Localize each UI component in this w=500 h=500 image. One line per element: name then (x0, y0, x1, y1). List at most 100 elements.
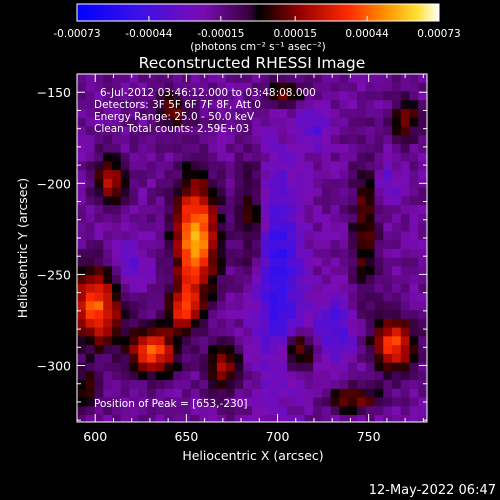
heatmap-cell (339, 231, 349, 241)
heatmap-cell (339, 178, 349, 189)
heatmap-cell (217, 371, 227, 381)
heatmap-cell (234, 275, 244, 285)
heatmap-cell (208, 135, 218, 145)
heatmap-cell (77, 380, 87, 390)
heatmap-cell (217, 345, 227, 355)
heatmap-cell (400, 91, 411, 101)
heatmap-cell (199, 213, 209, 224)
heatmap-cell (129, 240, 139, 250)
heatmap-cell (234, 91, 244, 101)
heatmap-cell (436, 319, 445, 328)
heatmap-cell (217, 327, 227, 337)
heatmap-cell (164, 117, 174, 128)
heatmap-cell (427, 301, 436, 310)
heatmap-cell (409, 108, 419, 119)
heatmap-cell (190, 100, 201, 110)
heatmap-cell (365, 187, 376, 198)
heatmap-cell (252, 388, 262, 399)
heatmap-cell (182, 257, 192, 268)
heatmap-cell (112, 205, 122, 215)
heatmap-cell (138, 170, 148, 180)
heatmap-cell (155, 152, 166, 163)
heatmap-cell (392, 318, 402, 329)
heatmap-cell (103, 178, 113, 189)
heatmap-cell (182, 143, 192, 154)
heatmap-cell (225, 292, 236, 302)
heatmap-cell (77, 161, 87, 171)
heatmap-cell (365, 266, 376, 276)
heatmap-cell (330, 415, 341, 422)
heatmap-cell (120, 248, 131, 259)
heatmap-cell (199, 170, 209, 180)
heatmap-cell (190, 345, 201, 355)
heatmap-cell (383, 424, 392, 433)
heatmap-cell (260, 205, 271, 215)
heatmap-cell (339, 397, 349, 407)
heatmap-cell (85, 100, 96, 110)
heatmap-cell (304, 353, 314, 364)
heatmap-cell (269, 397, 279, 407)
heatmap-cell (252, 161, 262, 171)
heatmap-cell (94, 318, 104, 329)
heatmap-cell (304, 275, 314, 285)
heatmap-cell (252, 91, 262, 101)
heatmap-cell (199, 231, 209, 241)
heatmap-cell (313, 135, 323, 145)
heatmap-cell (269, 345, 279, 355)
heatmap-cell (129, 178, 139, 189)
heatmap-cell (77, 91, 87, 101)
heatmap-cell (287, 292, 297, 302)
heatmap-cell (330, 205, 341, 215)
heatmap-cell (357, 82, 367, 93)
heatmap-cell (199, 100, 209, 110)
heatmap-cell (357, 178, 367, 189)
heatmap-cell (278, 170, 288, 180)
heatmap-cell (383, 310, 393, 320)
heatmap-cell (418, 117, 427, 128)
heatmap-cell (348, 292, 358, 302)
heatmap-cell (120, 266, 131, 276)
heatmap-cell (357, 388, 367, 399)
heatmap-cell (94, 388, 104, 399)
heatmap-cell (392, 336, 402, 346)
heatmap-cell (112, 266, 122, 276)
heatmap-cell (120, 187, 131, 198)
heatmap-cell (252, 74, 262, 84)
heatmap-cell (357, 406, 367, 416)
heatmap-cell (120, 161, 131, 171)
heatmap-cell (436, 231, 445, 240)
heatmap-cell (147, 362, 157, 372)
heatmap-cell (112, 117, 122, 128)
heatmap-cell (287, 187, 297, 198)
heatmap-cell (339, 275, 349, 285)
heatmap-cell (260, 213, 271, 224)
heatmap-cell (173, 266, 183, 276)
heatmap-cell (374, 336, 384, 346)
heatmap-cell (225, 82, 236, 93)
heatmap-cell (374, 406, 384, 416)
heatmap-cell (348, 205, 358, 215)
heatmap-cell (313, 424, 322, 433)
heatmap-cell (374, 74, 384, 84)
heatmap-cell (147, 143, 157, 154)
heatmap-cell (120, 318, 131, 329)
heatmap-cell (322, 415, 332, 422)
heatmap-cell (357, 231, 367, 241)
heatmap-cell (295, 415, 306, 422)
heatmap-cell (260, 143, 271, 154)
heatmap-cell (173, 187, 183, 198)
heatmap-cell (138, 388, 148, 399)
heatmap-cell (77, 275, 87, 285)
heatmap-cell (208, 143, 218, 154)
heatmap-cell (208, 213, 218, 224)
heatmap-cell (138, 222, 148, 233)
heatmap-cell (409, 178, 419, 189)
heatmap-cell (357, 143, 367, 154)
heatmap-cell (339, 170, 349, 180)
heatmap-cell (330, 178, 341, 189)
heatmap-cell (225, 231, 236, 241)
heatmap-cell (103, 100, 113, 110)
heatmap-cell (129, 222, 139, 233)
heatmap-cell (287, 170, 297, 180)
heatmap-cell (85, 248, 96, 259)
